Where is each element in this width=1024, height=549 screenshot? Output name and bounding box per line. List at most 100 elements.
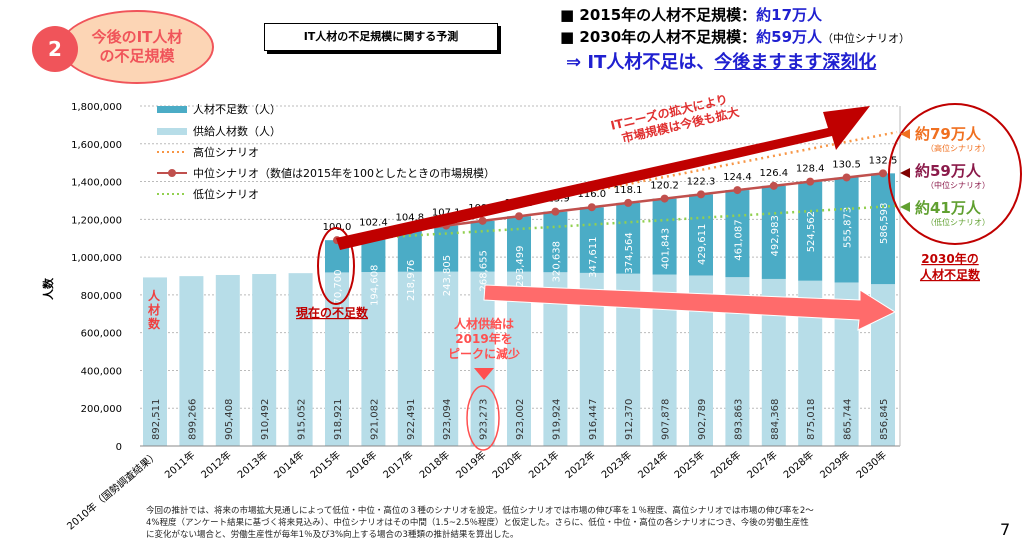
mid-scenario-point xyxy=(478,216,487,225)
section-badge: 2 今後のIT人材 の不足規模 xyxy=(22,8,214,84)
bar-shortage xyxy=(616,202,641,274)
mid-scenario-index-label: 118.1 xyxy=(614,185,643,196)
mid-scenario-index-label: 126.4 xyxy=(759,168,788,179)
mid-scenario-value: 約59万人 xyxy=(915,162,982,180)
bar-supply-label: 865,744 xyxy=(843,399,854,440)
bar-supply xyxy=(361,272,386,446)
bar-supply-label: 875,018 xyxy=(806,399,817,440)
bar-shortage xyxy=(652,198,677,275)
y-tick-label: 1,000,000 xyxy=(71,253,122,264)
mid-scenario-point xyxy=(587,203,596,212)
bar-shortage-label: 218,976 xyxy=(406,260,417,301)
bar-shortage-label: 524,562 xyxy=(806,211,817,252)
legend-swatch-shortage xyxy=(157,106,187,113)
bar-shortage xyxy=(397,230,422,272)
bar-supply-label: 923,094 xyxy=(442,399,453,440)
low-scenario-note: （低位シナリオ） xyxy=(926,217,990,227)
bar-supply-label: 884,368 xyxy=(770,399,781,440)
bar-supply xyxy=(215,274,240,446)
bar-shortage-label: 492,983 xyxy=(770,215,781,256)
bar-shortage xyxy=(470,220,495,272)
bar-shortage xyxy=(761,185,786,279)
bar-supply-label: 919,924 xyxy=(551,399,562,440)
shortage-2030-label: 2030年の人材不足数 xyxy=(920,251,981,282)
x-tick-label: 2021年 xyxy=(526,448,562,481)
legend-high: 高位シナリオ xyxy=(193,145,259,159)
bar-shortage-label: 347,611 xyxy=(588,237,599,278)
section-number: 2 xyxy=(32,26,78,72)
x-tick-label: 2018年 xyxy=(417,448,453,481)
y-tick-label: 800,000 xyxy=(81,291,122,302)
bar-supply-label: 918,921 xyxy=(333,399,344,440)
bar-supply-label: 856,845 xyxy=(879,399,890,440)
bar-supply-label: 893,863 xyxy=(733,399,744,440)
high-scenario-note: （高位シナリオ） xyxy=(926,143,990,153)
x-tick-label: 2030年 xyxy=(853,448,889,481)
legend-low: 低位シナリオ xyxy=(193,187,259,201)
mid-scenario-point xyxy=(697,190,705,199)
section-title-line1: 今後のIT人材 xyxy=(91,28,183,46)
x-tick-label: 2011年 xyxy=(162,448,198,481)
section-title-line2: の不足規模 xyxy=(99,47,175,65)
x-tick-label: 2019年 xyxy=(453,448,489,481)
bar-supply-label: 910,492 xyxy=(260,399,271,440)
mid-scenario-index-label: 102.4 xyxy=(359,217,388,228)
mid-scenario-point xyxy=(806,177,815,186)
current-shortage-label: 現在の不足数 xyxy=(296,305,369,320)
mid-scenario-index-label: 107.1 xyxy=(432,208,461,219)
legend: 人材不足数（人） 供給人材数（人） 高位シナリオ 中位シナリオ（数値は2015年… xyxy=(157,102,495,201)
y-tick-label: 200,000 xyxy=(81,404,122,415)
x-tick-label: 2023年 xyxy=(599,448,635,481)
chart-subtitle-box: IT人材の不足規模に関する予測 xyxy=(264,23,498,51)
bar-shortage-label: 586,598 xyxy=(879,203,890,244)
x-tick-label: 2020年 xyxy=(489,448,525,481)
legend-swatch-supply xyxy=(157,128,187,135)
mid-scenario-point xyxy=(551,207,560,216)
y-tick-label: 0 xyxy=(116,442,122,453)
bar-supply xyxy=(143,277,167,446)
bar-supply-label: 923,002 xyxy=(515,399,526,440)
bar-shortage-label: 374,564 xyxy=(624,232,635,273)
x-tick-label: 2029年 xyxy=(817,448,853,481)
x-tick-label: 2012年 xyxy=(198,448,234,481)
bar-shortage-label: 268,655 xyxy=(479,250,490,291)
y-tick-label: 1,600,000 xyxy=(71,140,122,151)
bar-shortage-label: 401,843 xyxy=(661,228,672,269)
mid-scenario-index-label: 128.4 xyxy=(796,164,825,175)
headline-2015: ■ 2015年の人材不足規模：約17万人 xyxy=(560,6,823,24)
y-axis-label: 人数 xyxy=(41,277,55,300)
legend-shortage: 人材不足数（人） xyxy=(193,102,281,116)
x-tick-label: 2013年 xyxy=(235,448,271,481)
mid-scenario-index-label: 124.4 xyxy=(723,172,752,183)
bar-shortage xyxy=(507,216,531,272)
bar-supply-label: 915,052 xyxy=(297,399,308,440)
x-tick-label: 2017年 xyxy=(380,448,416,481)
mid-scenario-point xyxy=(660,194,669,203)
bar-supply xyxy=(288,273,313,446)
mid-scenario-note: （中位シナリオ） xyxy=(926,180,990,190)
page-number: 7 xyxy=(1000,520,1011,539)
bar-supply xyxy=(252,274,277,446)
bar-supply-label: 892,511 xyxy=(151,399,162,440)
bar-supply-label: 916,447 xyxy=(588,399,599,440)
current-shortage-circle xyxy=(317,227,355,305)
bar-shortage xyxy=(543,211,568,273)
x-tick-label: 2027年 xyxy=(744,448,780,481)
mid-scenario-point xyxy=(879,169,887,178)
bar-supply-label: 912,370 xyxy=(624,399,635,440)
mid-scenario-index-label: 104.8 xyxy=(395,212,424,223)
mid-scenario-point xyxy=(733,186,742,195)
x-tick-label: 2015年 xyxy=(307,448,343,481)
legend-supply: 供給人材数（人） xyxy=(193,124,281,138)
bar-shortage-label: 320,638 xyxy=(551,241,562,282)
footnote: 今回の推計では、将来の市場拡大見通しによって低位・中位・高位の３種のシナリオを設… xyxy=(146,506,814,540)
bar-shortage xyxy=(834,177,859,283)
x-tick-label: 2026年 xyxy=(708,448,744,481)
x-tick-label: 2024年 xyxy=(635,448,671,481)
2030-scenarios-circle xyxy=(888,103,1022,245)
mid-scenario-point xyxy=(842,173,851,182)
bar-shortage xyxy=(579,207,604,273)
bar-supply-label: 923,273 xyxy=(479,399,490,440)
bar-supply xyxy=(434,271,459,446)
